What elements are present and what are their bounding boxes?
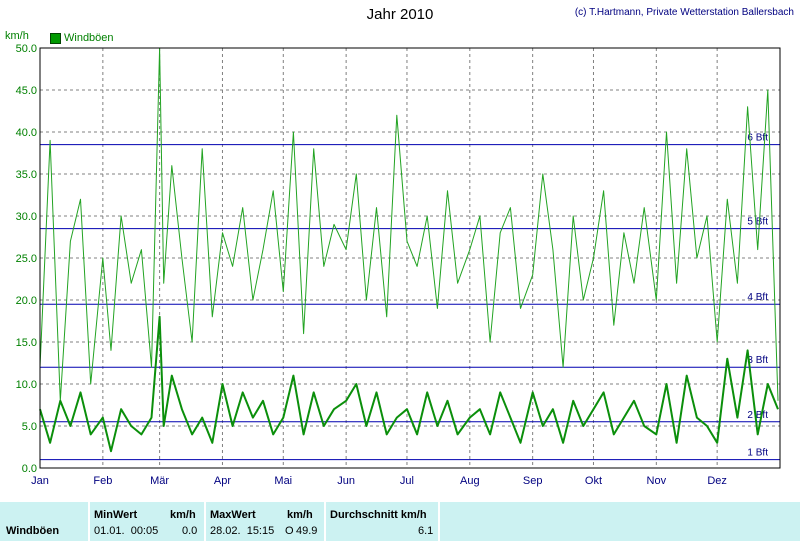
y-tick-label: 50.0 [16, 43, 37, 55]
legend-swatch [50, 32, 61, 44]
beaufort-label: 5 Bft [747, 217, 768, 228]
stats-max-cell: MaxWert km/h 28.02. 15:15 O 49.9 [206, 502, 326, 541]
axes: 0.0 5.0 10.0 15.0 20.0 25.0 30.0 35.0 40.0 45.0 50… [16, 43, 727, 487]
avg-value: 6.1 [418, 525, 434, 537]
x-tick-label: Mär [150, 475, 169, 487]
y-tick-label: 20.0 [16, 295, 37, 307]
wind-chart: 1 Bft 2 Bft 3 Bft 4 Bft 5 Bft 6 Bft 0.0 5.0 10.… [16, 43, 781, 487]
x-tick-label: Aug [460, 475, 480, 487]
max-time: 28.02. 15:15 [210, 525, 275, 537]
min-value: 0.0 [182, 525, 198, 537]
beaufort-label: 3 Bft [747, 355, 768, 366]
x-tick-label: Mai [274, 475, 292, 487]
legend: Windböen [50, 32, 114, 44]
series-line-thin [39, 47, 779, 402]
x-tick-label: Jun [337, 475, 355, 487]
series-line-thick [39, 315, 779, 453]
x-tick-label: Sep [523, 475, 543, 487]
legend-label: Windböen [64, 32, 114, 44]
beaufort-label: 2 Bft [747, 410, 768, 421]
copyright-text: (c) T.Hartmann, Private Wetterstation Ba… [574, 7, 794, 18]
x-tick-label: Apr [214, 475, 231, 487]
beaufort-label: 1 Bft [747, 448, 768, 459]
beaufort-lines: 1 Bft 2 Bft 3 Bft 4 Bft 5 Bft 6 Bft [40, 133, 780, 461]
stats-avg-cell: Durchschnitt km/h 6.1 [326, 502, 440, 541]
x-tick-label: Okt [585, 475, 602, 487]
max-direction: O [285, 525, 294, 537]
x-tick-label: Feb [93, 475, 112, 487]
min-unit: km/h [170, 509, 196, 521]
plot-border [39, 47, 781, 469]
x-tick-label: Nov [647, 475, 667, 487]
max-unit: km/h [287, 509, 313, 521]
y-tick-label: 5.0 [22, 421, 37, 433]
y-tick-label: 25.0 [16, 253, 37, 265]
beaufort-label: 6 Bft [747, 133, 768, 144]
stats-series-label: Windböen [6, 525, 60, 537]
y-tick-label: 45.0 [16, 85, 37, 97]
stats-series-cell: Windböen [0, 502, 90, 541]
x-tick-label: Jan [31, 475, 49, 487]
y-tick-label: 10.0 [16, 379, 37, 391]
y-tick-label: 35.0 [16, 169, 37, 181]
avg-header: Durchschnitt km/h [330, 509, 427, 521]
y-tick-label: 0.0 [22, 463, 37, 475]
min-time: 01.01. 00:05 [94, 525, 159, 537]
max-header: MaxWert [210, 509, 256, 521]
x-tick-label: Jul [400, 475, 414, 487]
y-unit-label: km/h [5, 30, 29, 42]
series-lines [39, 47, 779, 453]
y-tick-label: 15.0 [16, 337, 37, 349]
y-tick-label: 40.0 [16, 127, 37, 139]
max-value: 49.9 [296, 525, 318, 537]
min-header: MinWert [94, 509, 138, 521]
beaufort-label: 4 Bft [747, 292, 768, 303]
stats-footer: Windböen MinWert km/h 01.01. 00:05 0.0 M… [0, 502, 800, 541]
chart-title: Jahr 2010 [366, 6, 434, 23]
stats-empty-cell [440, 502, 800, 541]
stats-min-cell: MinWert km/h 01.01. 00:05 0.0 [90, 502, 206, 541]
y-tick-label: 30.0 [16, 211, 37, 223]
x-tick-label: Dez [707, 475, 727, 487]
